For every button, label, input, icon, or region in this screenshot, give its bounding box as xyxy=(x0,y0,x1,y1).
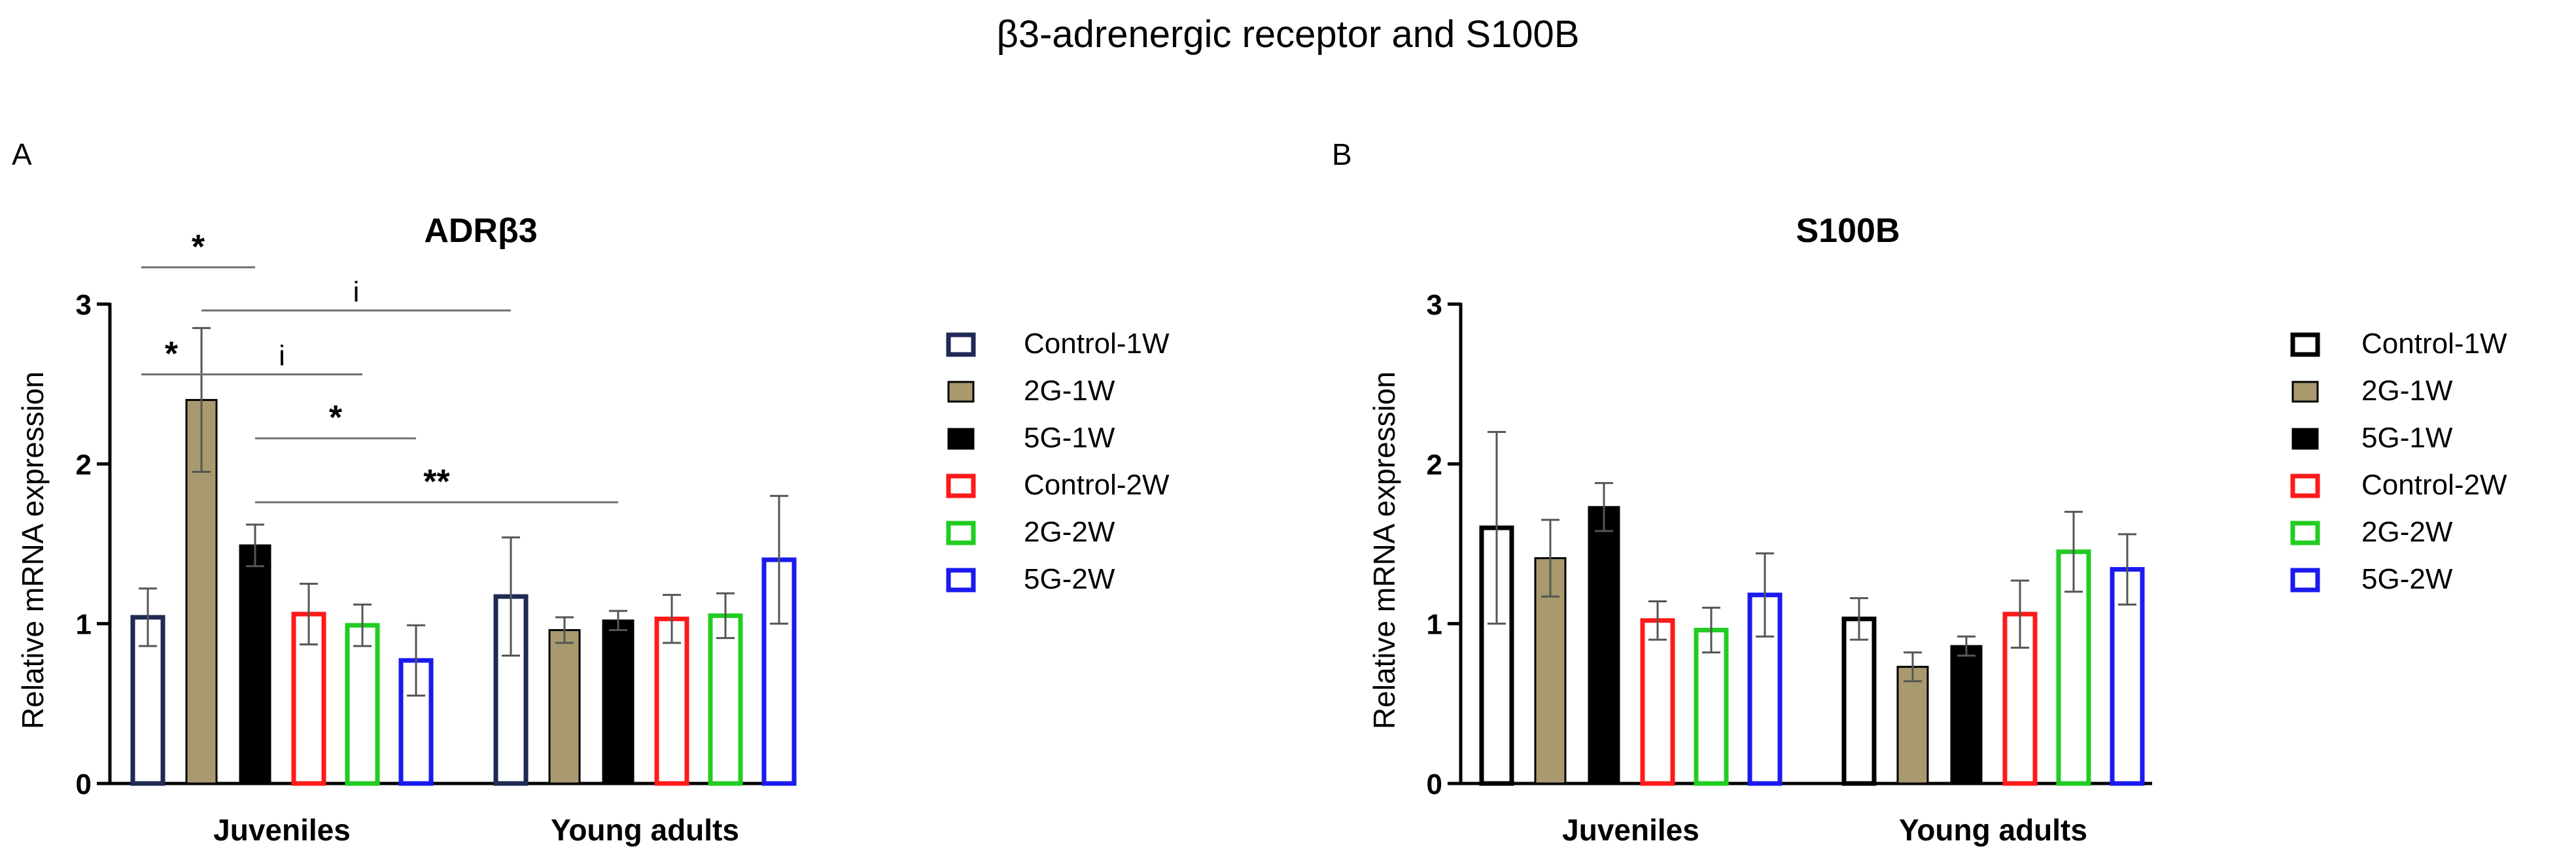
y-axis-label: Relative mRNA expression xyxy=(16,371,50,729)
bar-2g-1w xyxy=(1896,666,1929,785)
x-category-label: Juveniles xyxy=(1562,813,1699,847)
legend-swatch-2g-1w xyxy=(947,381,975,403)
legend-label: 5G-2W xyxy=(2361,563,2453,595)
y-tick-label: 0 xyxy=(1427,768,1442,800)
legend-label: Control-2W xyxy=(1024,469,1170,501)
figure-title: β3-adrenergic receptor and S100B xyxy=(996,13,1579,56)
x-category-label: Young adults xyxy=(551,813,739,847)
bar-control-1w xyxy=(1841,616,1877,786)
legend-swatch-5g-2w xyxy=(946,568,976,593)
y-tick-label: 1 xyxy=(1427,609,1442,641)
x-category-label: Juveniles xyxy=(213,813,351,847)
legend-swatch-5g-1w xyxy=(2291,428,2319,450)
y-axis-label: Relative mRNA expression xyxy=(1367,371,1401,729)
x-category-label: Young adults xyxy=(1899,813,2087,847)
legend-label: 5G-1W xyxy=(1024,422,1115,454)
bar-5g-1w xyxy=(602,619,635,785)
legend-swatch-5g-1w xyxy=(947,428,975,450)
panel-b: B S100B Relative mRNA expression 0 1 2 3 Juveni… xyxy=(1332,137,2507,847)
y-tick-label: 3 xyxy=(1427,289,1442,321)
significance-marker: i xyxy=(353,276,360,308)
y-tick-label: 1 xyxy=(76,609,92,641)
y-tick-label: 2 xyxy=(76,449,92,481)
significance-marker: ** xyxy=(423,463,450,501)
legend-swatch-control-2w xyxy=(946,473,976,498)
bar-2g-2w xyxy=(345,623,380,786)
panel-label: A xyxy=(12,137,32,171)
legend-label: 2G-1W xyxy=(1024,375,1115,407)
legend-swatch-control-2w xyxy=(2290,473,2320,498)
legend-label: Control-2W xyxy=(2361,469,2507,501)
y-tick-label: 2 xyxy=(1427,449,1442,481)
legend-swatch-control-1w xyxy=(946,332,976,357)
legend-swatch-2g-2w xyxy=(946,521,976,545)
legend-label: Control-1W xyxy=(1024,328,1170,360)
legend-swatch-5g-2w xyxy=(2290,568,2320,593)
chart-title: S100B xyxy=(1796,212,1900,250)
panel-a: A ADRβ3 Relative mRNA expression 0 1 2 3 Juveni… xyxy=(12,137,1170,847)
bar-5g-1w xyxy=(1588,506,1620,785)
legend-label: 2G-2W xyxy=(2361,516,2453,548)
significance-marker: * xyxy=(329,399,343,437)
panel-label: B xyxy=(1332,137,1352,171)
bar-control-2w xyxy=(654,616,689,786)
legend-label: 5G-1W xyxy=(2361,422,2453,454)
legend-label: 5G-2W xyxy=(1024,563,1115,595)
bar-5g-1w xyxy=(239,544,271,785)
bar-2g-2w xyxy=(1694,627,1729,786)
legend-label: 2G-1W xyxy=(2361,375,2453,407)
legend-swatch-2g-2w xyxy=(2290,521,2320,545)
significance-marker: i xyxy=(279,340,285,372)
legend-swatch-2g-1w xyxy=(2291,381,2319,403)
bar-2g-2w xyxy=(708,613,743,786)
bar-2g-1w xyxy=(548,628,581,785)
legend-swatch-control-1w xyxy=(2290,332,2320,357)
legend-label: 2G-2W xyxy=(1024,516,1115,548)
y-tick-label: 0 xyxy=(76,768,92,800)
chart-title: ADRβ3 xyxy=(424,212,537,250)
y-tick-label: 3 xyxy=(76,289,92,321)
bar-5g-1w xyxy=(1950,645,1983,785)
significance-marker: * xyxy=(165,335,179,373)
significance-marker: * xyxy=(192,228,205,266)
bar-control-2w xyxy=(1640,618,1675,786)
legend-label: Control-1W xyxy=(2361,328,2507,360)
